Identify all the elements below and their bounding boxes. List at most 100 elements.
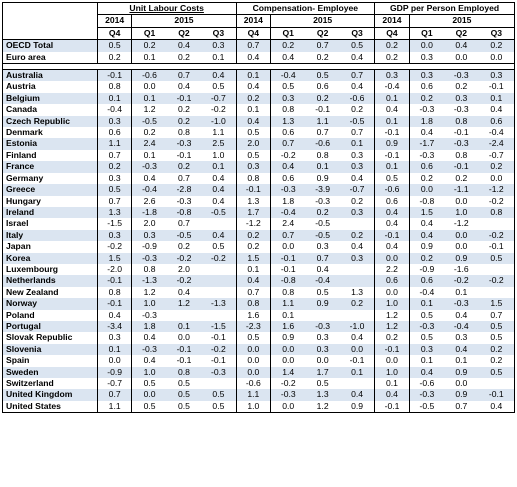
value-cell: -0.6: [305, 138, 340, 150]
value-cell: 0.8: [143, 263, 156, 274]
value-cell: 1.0: [131, 298, 167, 310]
value-cell: -1.5: [97, 218, 133, 230]
value-cell: -2.0: [97, 263, 133, 276]
value-cell: -0.3: [409, 389, 444, 401]
table-row: Euro area 0.2 0.1 0.2 0.1 0.4 0.4 0.2 0.4 0.2 0.3 0…: [2, 51, 515, 65]
country-name: Czech Republic: [2, 115, 98, 128]
country-name: OECD Total: [2, 39, 98, 52]
value-cell: 0.3: [374, 69, 410, 82]
country-name: Netherlands: [2, 275, 98, 287]
value-cell: 0.2: [455, 172, 468, 183]
value-cell: 2.0: [143, 218, 156, 229]
value-cell: -0.2: [280, 378, 296, 388]
value-cell: -0.3: [419, 104, 435, 115]
value-cell: -0.2: [97, 241, 133, 253]
value-cell: 0.5: [97, 184, 133, 196]
value-cell: 0.7: [166, 69, 202, 82]
country-name: Canada: [2, 104, 98, 116]
value-cell: -1.0: [339, 320, 376, 333]
value-cell: 0.3: [97, 115, 133, 128]
value-cell: -1.2: [236, 218, 272, 230]
value-cell: 0.4: [339, 241, 376, 253]
value-cell: 0.0: [443, 229, 479, 242]
value-cell: -0.2: [280, 149, 296, 160]
country-name: Italy: [2, 229, 98, 242]
value-cell: 0.8: [282, 104, 295, 115]
value-cell: 1.1: [236, 389, 272, 401]
quarter-header: Q3: [201, 26, 237, 41]
quarter-header: Q1: [131, 26, 167, 41]
value-cell: 0.2: [236, 229, 272, 242]
year-2014-ulc: 2014: [97, 14, 133, 28]
value-cell: 1.1: [270, 298, 306, 310]
value-cell: 0.0: [282, 355, 295, 366]
value-cell: 0.4: [166, 39, 202, 52]
value-cell: -0.3: [201, 366, 237, 378]
value-cell: -2.3: [236, 320, 272, 333]
value-cell: -0.1: [176, 149, 192, 160]
country-name: Luxembourg: [2, 263, 98, 276]
value-cell: -0.1: [315, 104, 331, 115]
value-cell: 0.4: [409, 366, 444, 378]
table-row: Canada -0.4 1.2 0.2 -0.2 0.1 0.8 -0.1 0.2 0.4 -0.3…: [2, 104, 515, 116]
value-cell: 0.4: [177, 286, 190, 297]
value-cell: 0.5: [236, 332, 272, 344]
value-cell: 1.0: [374, 366, 410, 378]
value-cell: 0.2: [131, 39, 167, 52]
value-cell: 0.1: [201, 161, 237, 173]
value-cell: -0.1: [374, 127, 410, 139]
value-cell: 0.4: [443, 343, 479, 356]
value-cell: -1.3: [131, 275, 167, 287]
value-cell: 0.1: [374, 161, 410, 173]
value-cell: 0.9: [374, 138, 410, 150]
value-cell: 0.0: [236, 355, 272, 367]
value-cell: 0.6: [97, 127, 133, 139]
value-cell: 0.7: [478, 309, 515, 321]
country-name: Belgium: [2, 92, 98, 105]
value-cell: 0.4: [409, 229, 444, 242]
value-cell: 1.8: [409, 115, 444, 128]
value-cell: 0.1: [420, 355, 433, 366]
value-cell: -0.1: [443, 161, 479, 173]
value-cell: 1.3: [270, 115, 306, 128]
value-cell: -0.1: [374, 229, 410, 242]
value-cell: -0.4: [374, 81, 410, 93]
table-header: Unit Labour Costs Compensation- Employee…: [2, 1, 516, 41]
value-cell: -1.2: [478, 184, 515, 196]
value-cell: -0.2: [166, 275, 202, 287]
value-cell: 0.2: [166, 115, 202, 128]
value-cell: 1.3: [305, 389, 340, 401]
value-cell: -0.6: [339, 92, 376, 105]
oecd-table-container: Unit Labour Costs Compensation- Employee…: [2, 1, 516, 414]
value-cell: 0.7: [305, 39, 340, 52]
value-cell: 0.7: [443, 400, 479, 414]
value-cell: 0.0: [316, 355, 329, 366]
value-cell: -0.3: [270, 389, 306, 401]
table-row: Hungary 0.7 2.6 -0.3 0.4 1.3 1.8 -0.3 0.2 0.6 -0.8…: [2, 195, 515, 207]
value-cell: 0.3: [305, 343, 340, 356]
value-cell: -0.4: [270, 69, 306, 82]
value-cell: 0.0: [455, 195, 468, 206]
value-cell: 0.3: [131, 229, 167, 242]
value-cell: 0.8: [455, 149, 468, 160]
value-cell: 0.6: [409, 275, 444, 287]
group-title-comp: Compensation- Employee: [252, 3, 359, 13]
table-row: Sweden -0.9 1.0 0.8 -0.3 0.0 1.4 1.7 0.1 1.0 0.4 0.…: [2, 366, 515, 378]
value-cell: 0.4: [339, 172, 376, 185]
quarter-header: Q3: [339, 26, 376, 41]
value-cell: -0.3: [443, 138, 479, 150]
value-cell: 2.0: [236, 138, 272, 150]
table-row: Belgium 0.1 0.1 -0.1 -0.7 0.2 0.3 0.2 -0.6 0.1 0.2…: [2, 92, 515, 105]
value-cell: 0.4: [339, 332, 376, 344]
value-cell: 0.0: [143, 81, 156, 92]
value-cell: 0.5: [201, 81, 237, 93]
value-cell: -0.2: [201, 252, 237, 264]
country-name: Spain: [2, 355, 98, 367]
value-cell: -0.6: [374, 184, 410, 196]
value-cell: 0.5: [166, 400, 202, 414]
country-name: Estonia: [2, 138, 98, 150]
value-cell: 0.5: [305, 69, 340, 82]
value-cell: 1.2: [374, 309, 410, 321]
value-cell: 0.7: [97, 389, 133, 401]
value-cell: 0.4: [201, 184, 237, 196]
